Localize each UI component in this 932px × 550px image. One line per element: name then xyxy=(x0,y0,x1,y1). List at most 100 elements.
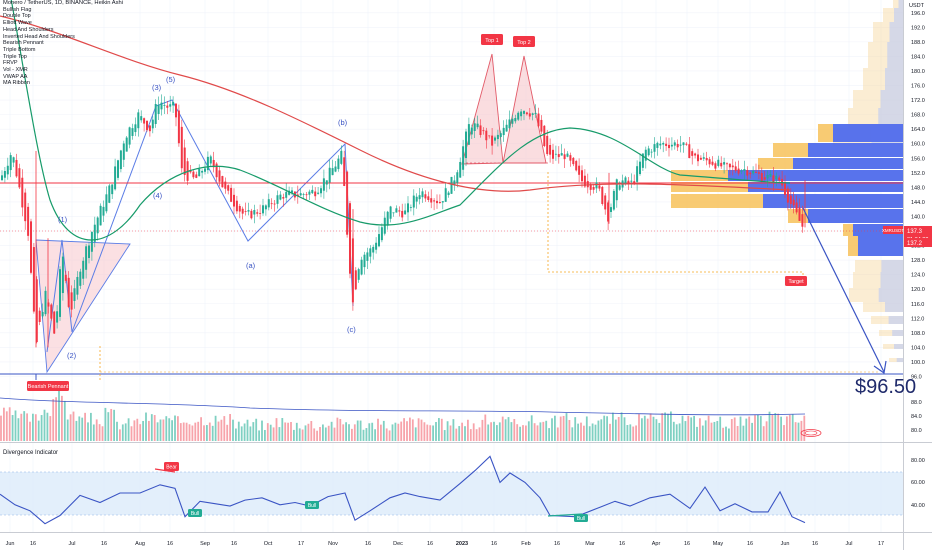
volume-bar xyxy=(591,423,594,441)
indicator-item[interactable]: VWAP AA xyxy=(3,73,28,80)
wave-label-3: (3) xyxy=(152,83,162,92)
candle-body xyxy=(665,143,668,146)
time-tick: Oct xyxy=(264,541,273,547)
candle-body xyxy=(177,110,180,144)
candle-body xyxy=(496,134,499,140)
volume-oval xyxy=(800,429,822,437)
indicator-item[interactable]: Bullish Flag xyxy=(3,6,32,13)
candle-body xyxy=(389,206,392,219)
price-axis[interactable]: 196.0 192.0 188.0 184.0 180.0 176.0 172.0 168.0… xyxy=(911,11,925,381)
candle-body xyxy=(230,187,233,202)
candle-body xyxy=(482,130,485,132)
volume-bar xyxy=(119,429,121,441)
price-tick: 196.0 xyxy=(911,11,925,17)
candle-body xyxy=(656,142,659,148)
volume-bar xyxy=(696,426,698,441)
volume-bar xyxy=(287,422,289,441)
candle-body xyxy=(378,234,380,247)
target-tag: Target xyxy=(785,276,807,286)
volume-bar xyxy=(493,421,495,441)
indicator-item[interactable]: Triple Bottom xyxy=(3,46,36,53)
indicator-item[interactable]: FRVP xyxy=(3,60,18,67)
candle-body xyxy=(238,205,241,212)
volume-bar xyxy=(748,416,751,441)
candle-body xyxy=(317,192,320,194)
volume-bar xyxy=(200,417,202,441)
price-tick: 120.0 xyxy=(911,287,925,293)
price-tick: 188.0 xyxy=(911,40,925,46)
volume-bar xyxy=(780,416,782,441)
candle-body xyxy=(383,217,386,234)
svg-text:137.3: 137.3 xyxy=(907,229,923,235)
indicator-item[interactable]: Double Top xyxy=(3,13,31,20)
volume-bar xyxy=(281,418,284,441)
candle-body xyxy=(357,269,360,280)
indicator-item[interactable]: Bearish Pennant xyxy=(3,40,44,47)
volume-bar xyxy=(510,422,513,441)
volume-bar xyxy=(304,425,307,441)
price-tick: 144.0 xyxy=(911,200,925,206)
volume-bar xyxy=(739,416,742,441)
price-tick: 100.0 xyxy=(911,360,925,366)
volume-bar xyxy=(368,423,371,441)
candle-body xyxy=(720,162,723,167)
candle-body xyxy=(256,212,259,214)
indicator-item[interactable]: Head And Shoulders xyxy=(3,26,54,33)
volume-bar xyxy=(345,422,347,441)
candle-body xyxy=(479,125,482,135)
candle-body xyxy=(653,144,656,152)
indicator-item[interactable]: Vol - XMR xyxy=(3,67,28,74)
candle-body xyxy=(267,199,270,208)
candle-body xyxy=(456,172,459,183)
volume-bar xyxy=(351,428,353,441)
candle-body xyxy=(749,172,752,175)
candle-body xyxy=(151,119,154,129)
volume-bar xyxy=(559,416,562,441)
candle-body xyxy=(647,148,650,156)
candle-body xyxy=(641,153,644,168)
volume-bar xyxy=(327,425,330,441)
indicator-item[interactable]: Inverted Head And Shoulders xyxy=(3,33,75,40)
volume-bar xyxy=(75,420,78,441)
volume-bar xyxy=(626,424,629,441)
candle-body xyxy=(44,290,47,315)
candle-body xyxy=(192,171,195,178)
volume-bar xyxy=(20,413,23,441)
time-axis[interactable]: Jun 16 Jul 16 Aug 16 Sep 16 Oct 17 Nov 16 Dec 16 2023 1… xyxy=(6,541,885,547)
candle-body xyxy=(35,279,38,343)
volume-bar xyxy=(525,425,527,441)
price-tick: 152.0 xyxy=(911,171,925,177)
candle-body xyxy=(299,193,302,196)
svg-text:$96.50: $96.50 xyxy=(855,376,916,398)
candle-body xyxy=(633,181,636,183)
candle-body xyxy=(169,104,172,107)
price-tick: 184.0 xyxy=(911,54,925,60)
volume-bar xyxy=(632,426,635,441)
volume-bar xyxy=(168,418,171,441)
candle-body xyxy=(250,210,253,219)
candle-body xyxy=(473,123,476,132)
candle-body xyxy=(244,211,247,212)
volume-bar xyxy=(324,427,327,441)
svg-text:137.2: 137.2 xyxy=(907,241,923,247)
volume-bar xyxy=(293,429,295,441)
candle-body xyxy=(160,102,163,110)
candle-body xyxy=(67,277,70,307)
candle-body xyxy=(360,259,363,275)
volume-bar xyxy=(803,415,806,441)
svg-text:Top 2: Top 2 xyxy=(517,40,530,46)
volume-bar xyxy=(220,419,223,441)
candle-body xyxy=(769,174,772,177)
divergence-tick: 80.00 xyxy=(911,458,925,464)
volume-bar xyxy=(701,425,704,441)
candle-body xyxy=(740,170,743,172)
indicator-item[interactable]: Triple Top xyxy=(3,53,27,60)
volume-bar xyxy=(403,418,405,441)
candle-body xyxy=(392,212,395,214)
indicator-item[interactable]: MA Ribbon xyxy=(3,80,30,87)
candle-body xyxy=(789,195,792,204)
volume-bars xyxy=(0,390,806,441)
indicator-item[interactable]: Elliott Wave xyxy=(3,20,32,27)
candle-body xyxy=(189,171,192,173)
